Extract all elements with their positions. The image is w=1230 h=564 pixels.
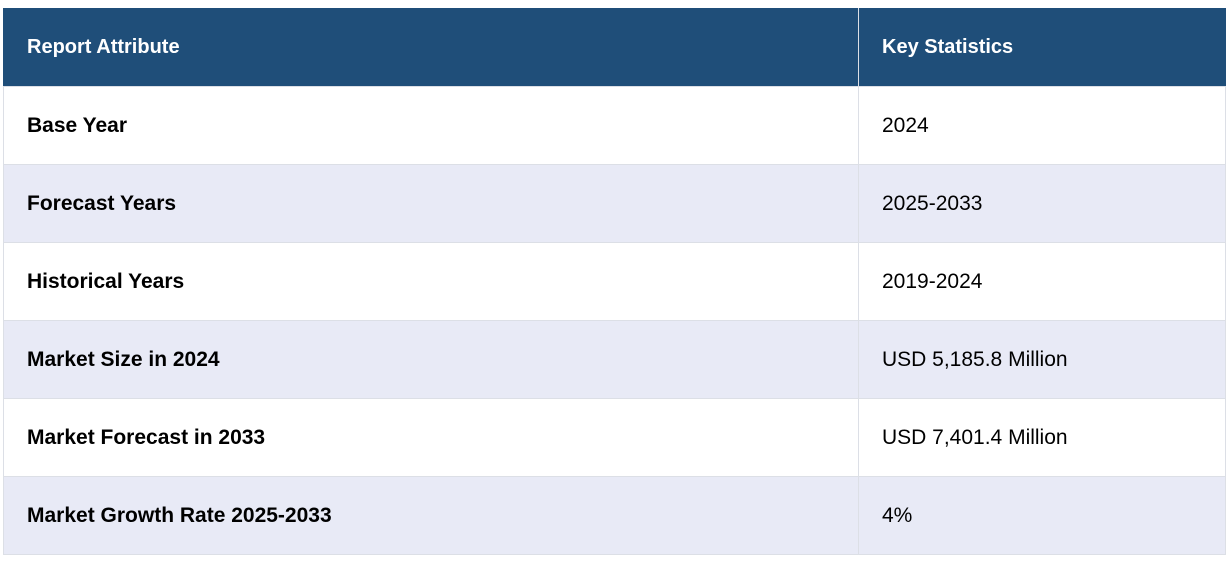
row-value-market-growth-rate: 4% [858,476,1226,555]
row-attribute-market-growth-rate: Market Growth Rate 2025-2033 [3,476,859,555]
row-attribute-forecast-years: Forecast Years [3,164,859,243]
table-row: Market Growth Rate 2025-2033 4% [3,476,1226,555]
row-attribute-base-year: Base Year [3,86,859,165]
row-value-market-size: USD 5,185.8 Million [858,320,1226,399]
table-row: Historical Years 2019-2024 [3,242,1226,321]
header-key-statistics: Key Statistics [858,8,1226,87]
table-row: Market Forecast in 2033 USD 7,401.4 Mill… [3,398,1226,477]
row-value-base-year: 2024 [858,86,1226,165]
table-row: Base Year 2024 [3,86,1226,165]
header-report-attribute: Report Attribute [3,8,859,87]
row-attribute-market-forecast: Market Forecast in 2033 [3,398,859,477]
report-stats-table: Report Attribute Key Statistics Base Yea… [3,8,1226,555]
table-row: Market Size in 2024 USD 5,185.8 Million [3,320,1226,399]
row-value-forecast-years: 2025-2033 [858,164,1226,243]
table-body: Base Year 2024 Forecast Years 2025-2033 … [3,86,1226,555]
row-value-historical-years: 2019-2024 [858,242,1226,321]
report-stats-table-container: Report Attribute Key Statistics Base Yea… [3,8,1226,555]
table-header: Report Attribute Key Statistics [3,8,1226,87]
header-row: Report Attribute Key Statistics [3,8,1226,87]
row-attribute-historical-years: Historical Years [3,242,859,321]
row-attribute-market-size: Market Size in 2024 [3,320,859,399]
row-value-market-forecast: USD 7,401.4 Million [858,398,1226,477]
table-row: Forecast Years 2025-2033 [3,164,1226,243]
